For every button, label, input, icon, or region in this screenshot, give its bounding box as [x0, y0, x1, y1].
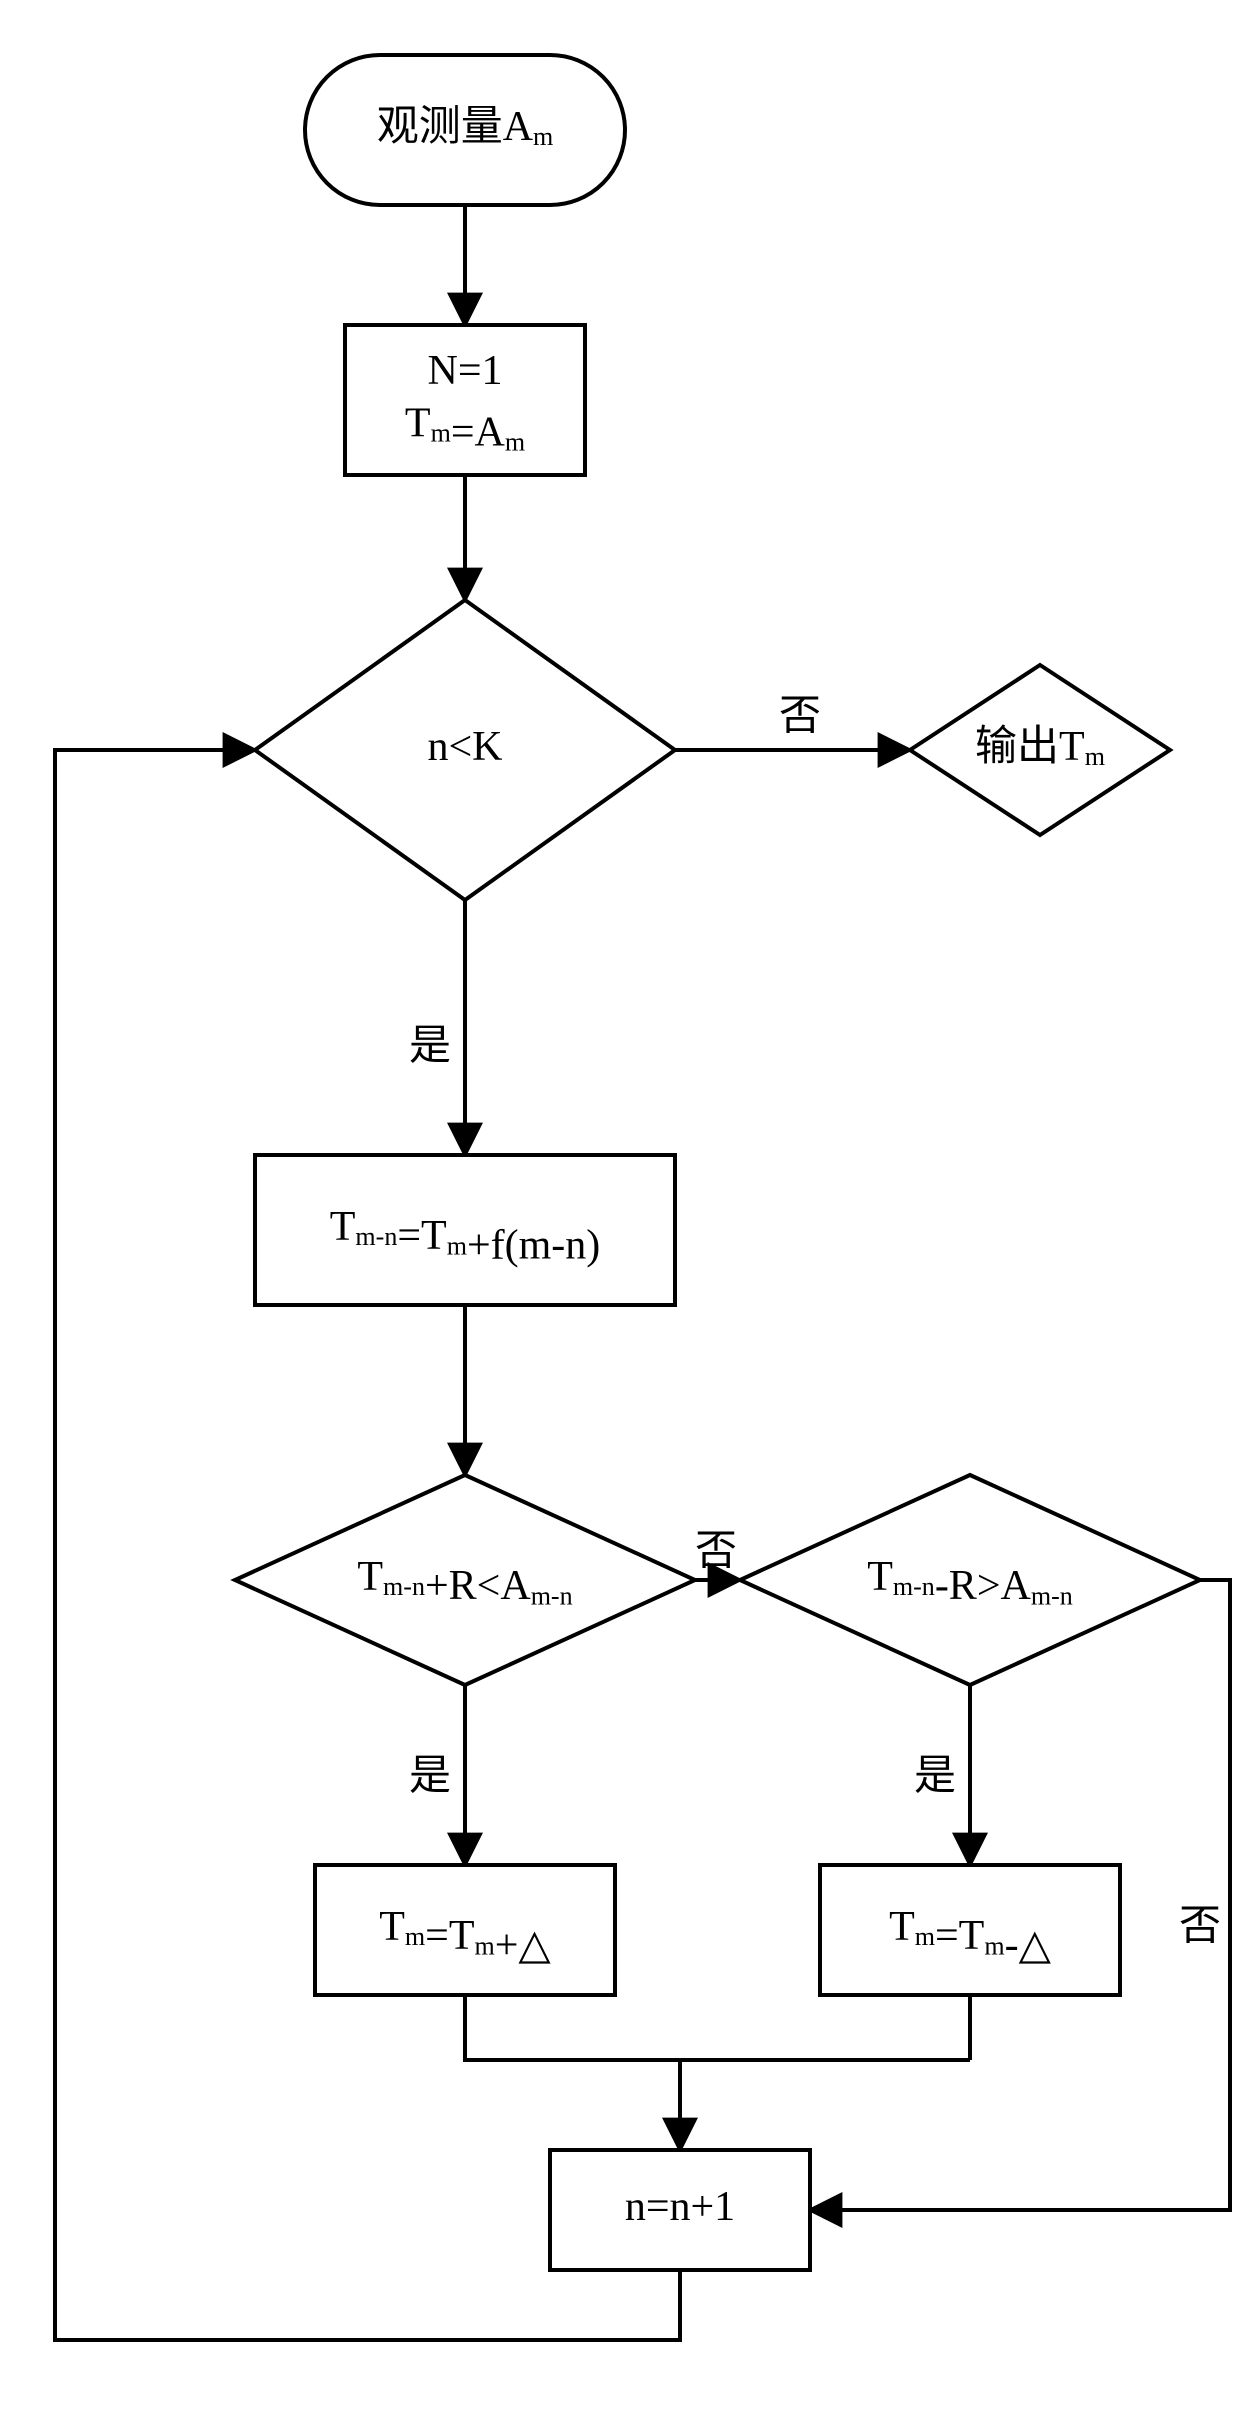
node-label: 观测量Am — [377, 104, 554, 152]
edge-label: 是 — [409, 1754, 451, 1800]
edge-label: 是 — [409, 1024, 451, 1070]
node-calc — [255, 1155, 675, 1305]
node-label: n=n+1 — [625, 2184, 735, 2230]
edge-label: 是 — [914, 1754, 956, 1800]
edge-label: 否 — [1179, 1904, 1221, 1950]
flowchart-canvas: 否是否是是否观测量AmN=1Tm=Amn<K输出TmTm-n=Tm+f(m-n)… — [0, 0, 1240, 2409]
node-label: N=1 — [427, 347, 502, 393]
edge-label: 否 — [695, 1529, 737, 1575]
edge-inc_delta-merge — [465, 1995, 970, 2060]
node-label: n<K — [427, 724, 502, 770]
edge-label: 否 — [779, 694, 821, 740]
